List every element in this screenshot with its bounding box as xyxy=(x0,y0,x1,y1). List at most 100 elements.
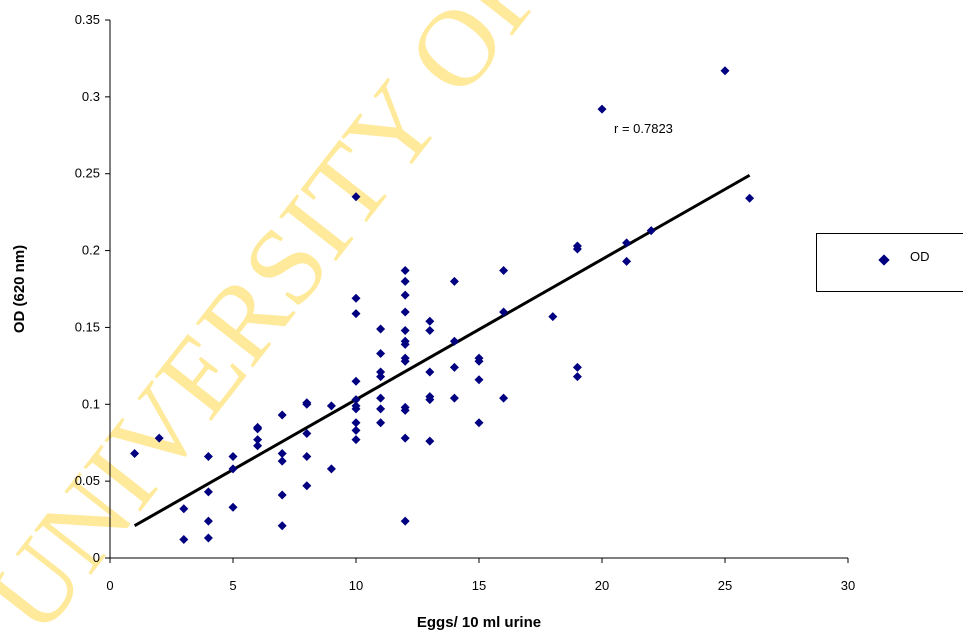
trendline xyxy=(133,173,751,528)
y-tick-label: 0.3 xyxy=(82,89,100,104)
data-point xyxy=(548,312,558,322)
y-tick-label: 0.15 xyxy=(75,319,100,334)
legend: OD xyxy=(816,233,963,292)
data-point xyxy=(277,410,287,420)
data-point xyxy=(351,418,361,428)
data-point xyxy=(154,433,164,443)
x-tick-label: 5 xyxy=(229,578,236,593)
data-point xyxy=(499,307,509,317)
data-point xyxy=(400,339,410,349)
data-point xyxy=(499,266,509,276)
data-point xyxy=(302,481,312,491)
y-tick-label: 0.2 xyxy=(82,243,100,258)
data-point xyxy=(351,435,361,445)
data-point xyxy=(449,362,459,372)
data-point xyxy=(425,316,435,326)
data-point xyxy=(622,238,632,248)
data-point xyxy=(228,502,238,512)
data-point xyxy=(720,66,730,76)
data-point xyxy=(277,448,287,458)
data-point xyxy=(400,405,410,415)
data-point xyxy=(203,533,213,543)
data-point xyxy=(425,326,435,336)
data-point xyxy=(376,349,386,359)
y-tick-label: 0.25 xyxy=(75,166,100,181)
data-point xyxy=(400,290,410,300)
data-point xyxy=(572,372,582,382)
data-point xyxy=(376,372,386,382)
data-point xyxy=(449,393,459,403)
y-axis-title: OD (620 nm) xyxy=(11,245,28,333)
data-point xyxy=(228,452,238,462)
correlation-annotation: r = 0.7823 xyxy=(614,121,673,136)
data-points xyxy=(130,66,755,545)
data-point xyxy=(351,309,361,319)
y-tick-group: 0 0.05 0.1 0.15 0.2 0.25 0.3 0.35 xyxy=(75,12,110,565)
data-point xyxy=(203,487,213,497)
data-point xyxy=(425,367,435,377)
data-point xyxy=(351,395,361,405)
data-point xyxy=(425,395,435,405)
legend-marker-icon xyxy=(878,254,890,266)
data-point xyxy=(376,418,386,428)
data-point xyxy=(572,244,582,254)
data-point xyxy=(400,307,410,317)
data-point xyxy=(203,516,213,526)
data-point xyxy=(745,193,755,203)
data-point xyxy=(203,452,213,462)
y-tick-label: 0.35 xyxy=(75,12,100,27)
data-point xyxy=(277,521,287,531)
data-point xyxy=(179,504,189,514)
data-point xyxy=(351,376,361,386)
data-point xyxy=(474,418,484,428)
data-point xyxy=(376,393,386,403)
data-point xyxy=(376,404,386,414)
data-point xyxy=(351,404,361,414)
x-tick-label: 0 xyxy=(106,578,113,593)
y-tick-label: 0.1 xyxy=(82,396,100,411)
data-point xyxy=(474,356,484,366)
data-point xyxy=(302,428,312,438)
data-point xyxy=(326,401,336,411)
x-tick-label: 25 xyxy=(718,578,732,593)
data-point xyxy=(400,516,410,526)
data-point xyxy=(400,356,410,366)
y-tick-label: 0.05 xyxy=(75,473,100,488)
data-point xyxy=(400,276,410,286)
data-point xyxy=(499,393,509,403)
data-point xyxy=(302,452,312,462)
x-tick-label: 20 xyxy=(595,578,609,593)
data-point xyxy=(376,324,386,334)
trendline-group xyxy=(133,173,751,528)
data-point xyxy=(253,441,263,451)
x-tick-label: 10 xyxy=(349,578,363,593)
data-point xyxy=(400,266,410,276)
data-point xyxy=(425,436,435,446)
data-point xyxy=(179,535,189,545)
data-point xyxy=(622,256,632,266)
data-point xyxy=(228,464,238,474)
data-point xyxy=(253,424,263,434)
data-point xyxy=(449,276,459,286)
data-point xyxy=(400,326,410,336)
data-point xyxy=(351,192,361,202)
watermark: UNIVERSITY OF IBADAN xyxy=(0,0,846,635)
x-tick-label: 15 xyxy=(472,578,486,593)
data-point xyxy=(474,375,484,385)
data-point xyxy=(646,226,656,236)
data-point xyxy=(400,433,410,443)
x-axis-title: Eggs/ 10 ml urine xyxy=(417,614,541,631)
data-point xyxy=(326,464,336,474)
data-point xyxy=(302,399,312,409)
data-point xyxy=(572,362,582,372)
x-tick-group: 0 5 10 15 20 25 30 xyxy=(106,558,855,593)
x-tick-label: 30 xyxy=(841,578,855,593)
data-point xyxy=(351,425,361,435)
data-point xyxy=(597,104,607,114)
data-point xyxy=(351,293,361,303)
data-point xyxy=(277,490,287,500)
data-point xyxy=(449,336,459,346)
legend-label: OD xyxy=(910,249,930,264)
y-tick-label: 0 xyxy=(93,550,100,565)
